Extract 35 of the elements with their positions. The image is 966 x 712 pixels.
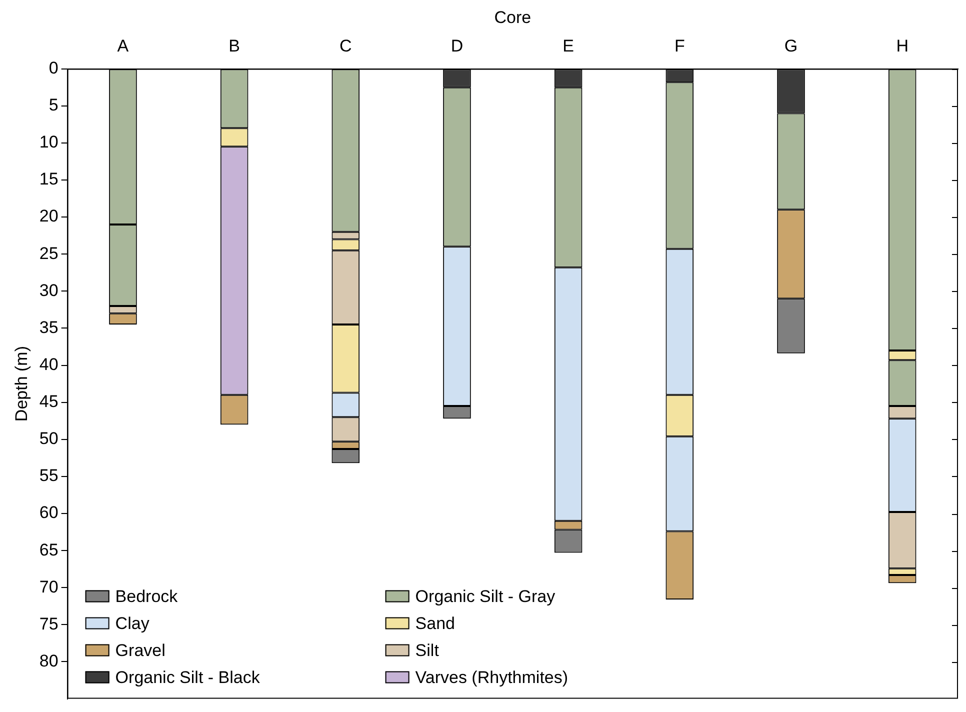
y-tick-label: 0 (48, 58, 58, 78)
y-tick-label: 55 (39, 466, 58, 486)
legend-label: Bedrock (115, 586, 178, 606)
y-tick-label: 80 (39, 651, 58, 670)
legend-label: Silt (415, 640, 440, 660)
x-tick-label: A (117, 36, 130, 56)
x-tick-label: H (896, 36, 908, 56)
y-tick-label: 20 (39, 206, 58, 226)
legend-label: Gravel (115, 640, 166, 660)
y-tick-label: 25 (39, 244, 58, 263)
y-tick-label: 15 (39, 170, 58, 189)
y-tick-label: 30 (39, 280, 58, 300)
y-tick-label: 60 (39, 503, 58, 522)
x-tick-label: D (450, 36, 464, 56)
y-tick-label: 5 (48, 96, 58, 115)
x-tick-label: F (674, 36, 685, 56)
x-tick-label: E (562, 36, 574, 56)
x-tick-label: G (784, 36, 798, 56)
y-tick-label: 35 (39, 318, 58, 337)
x-tick-label: C (340, 36, 352, 56)
legend-label: Varves (Rhythmites) (415, 668, 568, 687)
y-tick-label: 45 (39, 392, 58, 412)
legend-label: Organic Silt - Black (115, 668, 260, 687)
y-tick-label: 65 (39, 540, 58, 560)
legend-label: Sand (415, 614, 456, 633)
y-axis-title: Depth (m) (12, 346, 31, 422)
y-tick-label: 50 (39, 429, 58, 448)
x-axis-title: Core (494, 8, 532, 27)
y-tick-label: 40 (39, 354, 58, 374)
y-tick-label: 10 (39, 132, 58, 152)
x-tick-label: B (228, 36, 240, 56)
y-tick-label: 75 (39, 614, 58, 634)
legend-label: Organic Silt - Gray (415, 586, 556, 606)
y-tick-label: 70 (39, 577, 58, 596)
legend-label: Clay (115, 614, 150, 633)
